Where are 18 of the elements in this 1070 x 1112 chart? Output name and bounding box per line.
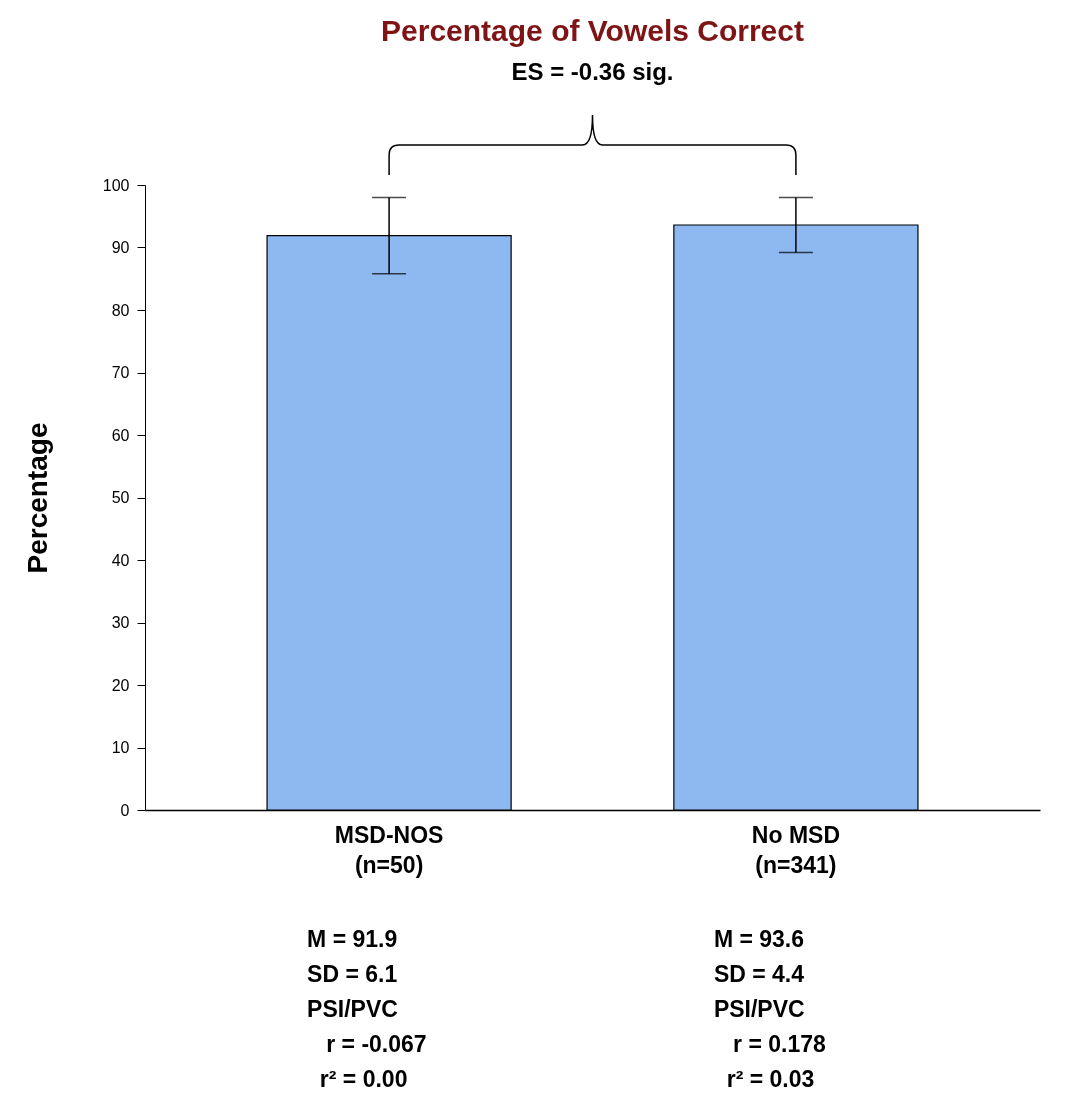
y-tick-label: 50 <box>111 489 130 506</box>
x-tick-label: No MSD (n=341) <box>751 821 840 878</box>
y-tick-label: 80 <box>111 301 130 319</box>
y-tick-label: 40 <box>111 551 130 569</box>
chart-title: Percentage of Vowels Correct <box>381 14 804 47</box>
y-tick-label: 100 <box>102 176 130 194</box>
y-axis-title: Percentage <box>21 422 53 574</box>
text: M = 93.6 SD = 4.4 PSI/PVC r = 0.178 r² = 0.03 <box>713 925 826 1094</box>
y-tick-label: 70 <box>111 364 130 381</box>
y-tick-label: 0 <box>120 801 130 819</box>
text: ES = -0.36 sig. <box>511 58 674 85</box>
y-tick-label: 60 <box>111 426 130 444</box>
text: M = 91.9 SD = 6.1 PSI/PVC r = -0.067 r² = 0.00 <box>307 925 427 1094</box>
x-tick-label: MSD-NOS (n=50) <box>334 821 444 878</box>
y-tick-label: 10 <box>111 739 130 756</box>
y-tick-label: 90 <box>111 239 130 256</box>
y-tick-label: 20 <box>111 676 130 694</box>
y-tick-label: 30 <box>111 614 130 631</box>
